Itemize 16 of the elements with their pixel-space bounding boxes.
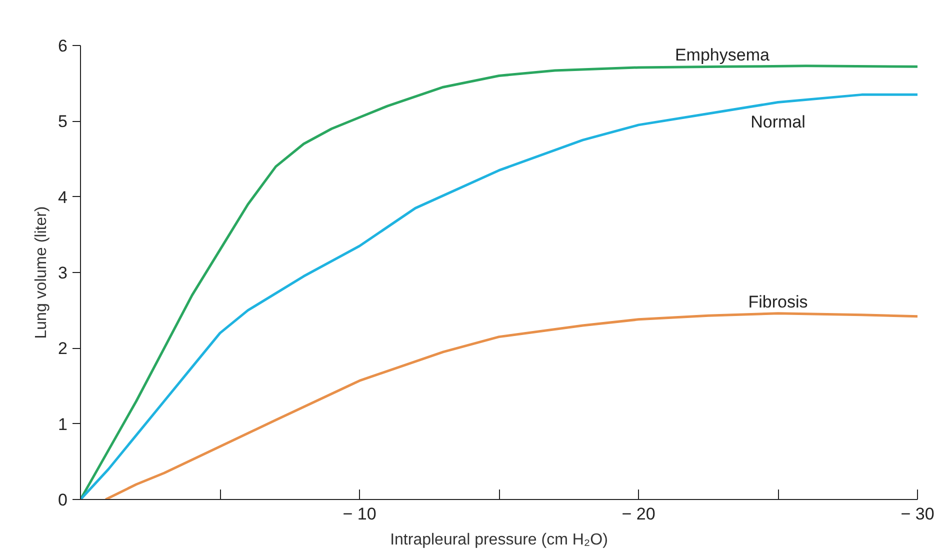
y-tick-label: 0 — [58, 490, 68, 510]
series-label: Fibrosis — [748, 292, 808, 312]
y-axis-title: Lung volume (liter) — [33, 206, 50, 339]
y-tick-label: 5 — [58, 112, 68, 132]
x-tick-label: − 10 — [342, 504, 376, 524]
y-tick-label: 1 — [58, 414, 68, 434]
x-axis-title: Intrapleural pressure (cm H₂O) — [390, 532, 608, 548]
x-tick-label: − 30 — [900, 504, 934, 524]
series-label: Normal — [750, 112, 806, 132]
y-tick-label: 6 — [58, 36, 68, 56]
x-tick-label: − 20 — [622, 504, 656, 524]
y-tick-label: 3 — [58, 264, 68, 282]
line-series — [104, 312, 918, 500]
series-label: Emphysema — [674, 46, 770, 65]
y-tick-label: 2 — [58, 339, 68, 358]
y-tick-label: 4 — [58, 188, 68, 207]
